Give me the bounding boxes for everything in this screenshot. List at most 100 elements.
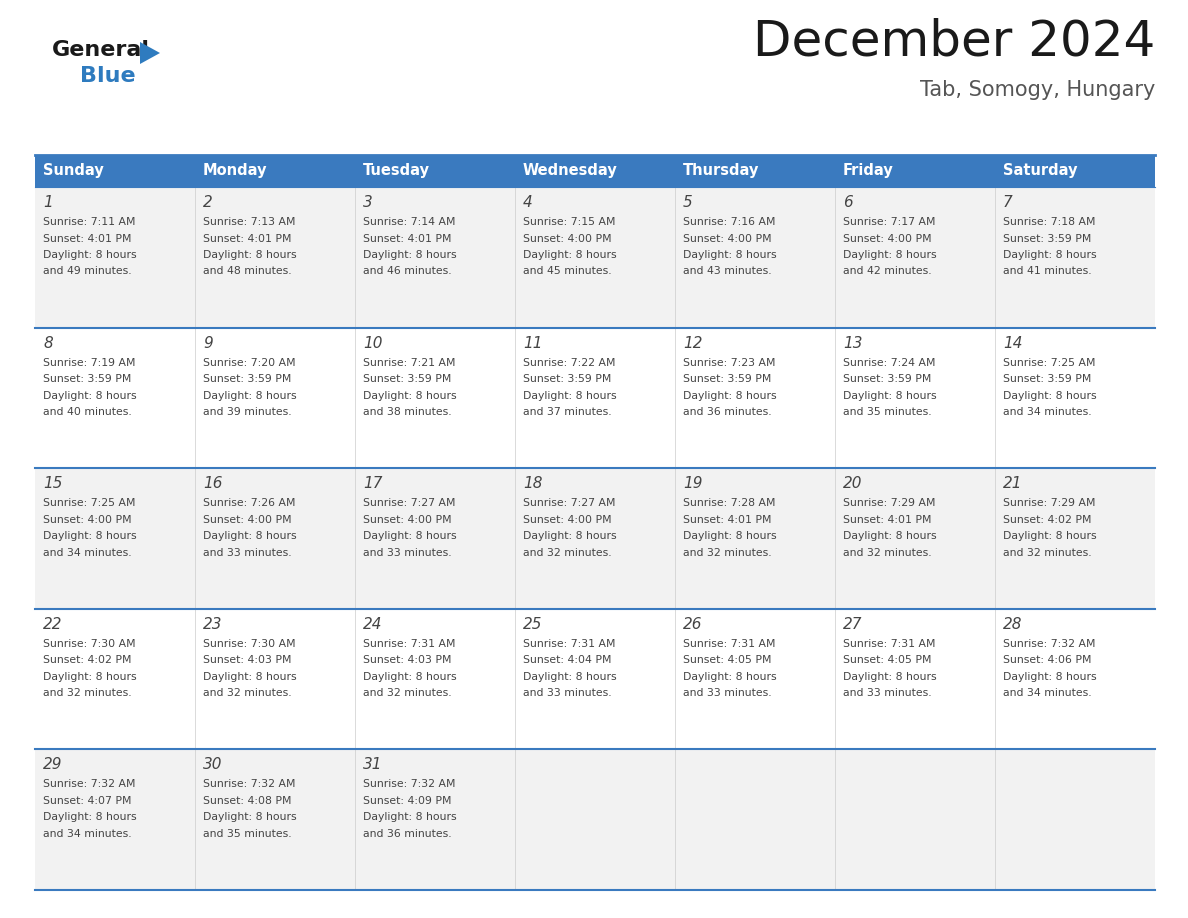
Text: Daylight: 8 hours: Daylight: 8 hours (364, 672, 456, 682)
Text: General: General (52, 40, 150, 60)
Text: and 33 minutes.: and 33 minutes. (683, 688, 772, 699)
Text: Sunrise: 7:16 AM: Sunrise: 7:16 AM (683, 217, 776, 227)
Text: Daylight: 8 hours: Daylight: 8 hours (43, 532, 137, 542)
Text: 14: 14 (1003, 336, 1023, 351)
Text: and 33 minutes.: and 33 minutes. (843, 688, 931, 699)
Text: Daylight: 8 hours: Daylight: 8 hours (523, 532, 617, 542)
Text: Sunset: 4:01 PM: Sunset: 4:01 PM (843, 515, 931, 525)
Text: and 33 minutes.: and 33 minutes. (364, 548, 451, 558)
Text: Daylight: 8 hours: Daylight: 8 hours (364, 250, 456, 260)
Text: Daylight: 8 hours: Daylight: 8 hours (43, 812, 137, 823)
Text: 23: 23 (203, 617, 222, 632)
Text: Monday: Monday (203, 163, 267, 178)
Text: Sunrise: 7:21 AM: Sunrise: 7:21 AM (364, 358, 455, 367)
Text: Sunset: 4:01 PM: Sunset: 4:01 PM (43, 233, 132, 243)
Text: 18: 18 (523, 476, 543, 491)
Text: and 49 minutes.: and 49 minutes. (43, 266, 132, 276)
Text: Sunrise: 7:31 AM: Sunrise: 7:31 AM (364, 639, 455, 649)
Text: Daylight: 8 hours: Daylight: 8 hours (364, 532, 456, 542)
Text: Daylight: 8 hours: Daylight: 8 hours (683, 672, 777, 682)
Text: Sunrise: 7:32 AM: Sunrise: 7:32 AM (364, 779, 455, 789)
Text: Sunset: 4:00 PM: Sunset: 4:00 PM (523, 515, 612, 525)
Text: 15: 15 (43, 476, 63, 491)
Text: Sunrise: 7:15 AM: Sunrise: 7:15 AM (523, 217, 615, 227)
Text: Sunset: 4:01 PM: Sunset: 4:01 PM (364, 233, 451, 243)
Text: Sunrise: 7:31 AM: Sunrise: 7:31 AM (523, 639, 615, 649)
Text: Daylight: 8 hours: Daylight: 8 hours (1003, 390, 1097, 400)
Text: Daylight: 8 hours: Daylight: 8 hours (523, 250, 617, 260)
Text: 7: 7 (1003, 195, 1012, 210)
Text: Sunrise: 7:28 AM: Sunrise: 7:28 AM (683, 498, 776, 509)
Text: 16: 16 (203, 476, 222, 491)
Bar (34, 187, 1155, 328)
Bar (34, 155, 1155, 187)
Text: 31: 31 (364, 757, 383, 772)
Text: 5: 5 (683, 195, 693, 210)
Text: 28: 28 (1003, 617, 1023, 632)
Text: and 34 minutes.: and 34 minutes. (43, 829, 132, 839)
Text: Friday: Friday (843, 163, 893, 178)
Text: Daylight: 8 hours: Daylight: 8 hours (364, 812, 456, 823)
Text: Sunset: 4:00 PM: Sunset: 4:00 PM (523, 233, 612, 243)
Text: and 35 minutes.: and 35 minutes. (203, 829, 291, 839)
Text: Tab, Somogy, Hungary: Tab, Somogy, Hungary (920, 80, 1155, 100)
Text: 10: 10 (364, 336, 383, 351)
Text: Daylight: 8 hours: Daylight: 8 hours (683, 390, 777, 400)
Text: Daylight: 8 hours: Daylight: 8 hours (203, 390, 297, 400)
Text: Sunrise: 7:11 AM: Sunrise: 7:11 AM (43, 217, 135, 227)
Text: and 45 minutes.: and 45 minutes. (523, 266, 612, 276)
Text: Sunset: 4:01 PM: Sunset: 4:01 PM (683, 515, 771, 525)
Text: and 32 minutes.: and 32 minutes. (203, 688, 291, 699)
Text: 25: 25 (523, 617, 543, 632)
Bar (34, 609, 1155, 749)
Text: Sunrise: 7:32 AM: Sunrise: 7:32 AM (203, 779, 296, 789)
Text: Saturday: Saturday (1003, 163, 1078, 178)
Text: Sunset: 4:02 PM: Sunset: 4:02 PM (43, 655, 132, 666)
Text: Daylight: 8 hours: Daylight: 8 hours (683, 532, 777, 542)
Text: Sunset: 3:59 PM: Sunset: 3:59 PM (843, 375, 931, 384)
Text: and 34 minutes.: and 34 minutes. (43, 548, 132, 558)
Text: Sunset: 3:59 PM: Sunset: 3:59 PM (364, 375, 451, 384)
Text: and 43 minutes.: and 43 minutes. (683, 266, 772, 276)
Text: and 40 minutes.: and 40 minutes. (43, 407, 132, 417)
Text: Daylight: 8 hours: Daylight: 8 hours (683, 250, 777, 260)
Text: Sunset: 3:59 PM: Sunset: 3:59 PM (43, 375, 132, 384)
Text: Daylight: 8 hours: Daylight: 8 hours (203, 532, 297, 542)
Text: Sunrise: 7:13 AM: Sunrise: 7:13 AM (203, 217, 296, 227)
Text: Sunset: 4:00 PM: Sunset: 4:00 PM (364, 515, 451, 525)
Text: Daylight: 8 hours: Daylight: 8 hours (203, 250, 297, 260)
Text: and 48 minutes.: and 48 minutes. (203, 266, 291, 276)
Text: and 32 minutes.: and 32 minutes. (43, 688, 132, 699)
Text: Sunrise: 7:31 AM: Sunrise: 7:31 AM (683, 639, 776, 649)
Text: Sunset: 4:05 PM: Sunset: 4:05 PM (843, 655, 931, 666)
Text: Sunrise: 7:25 AM: Sunrise: 7:25 AM (1003, 358, 1095, 367)
Text: Daylight: 8 hours: Daylight: 8 hours (843, 672, 936, 682)
Text: Blue: Blue (80, 66, 135, 86)
Text: Daylight: 8 hours: Daylight: 8 hours (1003, 532, 1097, 542)
Text: Daylight: 8 hours: Daylight: 8 hours (843, 532, 936, 542)
Text: 12: 12 (683, 336, 702, 351)
Text: Daylight: 8 hours: Daylight: 8 hours (364, 390, 456, 400)
Text: and 34 minutes.: and 34 minutes. (1003, 688, 1092, 699)
Text: Thursday: Thursday (683, 163, 759, 178)
Text: 11: 11 (523, 336, 543, 351)
Text: and 36 minutes.: and 36 minutes. (364, 829, 451, 839)
Text: Sunrise: 7:19 AM: Sunrise: 7:19 AM (43, 358, 135, 367)
Text: Daylight: 8 hours: Daylight: 8 hours (203, 672, 297, 682)
Text: 21: 21 (1003, 476, 1023, 491)
Text: and 32 minutes.: and 32 minutes. (1003, 548, 1092, 558)
Text: Sunrise: 7:27 AM: Sunrise: 7:27 AM (364, 498, 455, 509)
Text: Daylight: 8 hours: Daylight: 8 hours (523, 672, 617, 682)
Text: and 36 minutes.: and 36 minutes. (683, 407, 772, 417)
Bar (34, 468, 1155, 609)
Text: Daylight: 8 hours: Daylight: 8 hours (843, 390, 936, 400)
Text: Sunset: 4:03 PM: Sunset: 4:03 PM (203, 655, 291, 666)
Text: Sunrise: 7:17 AM: Sunrise: 7:17 AM (843, 217, 935, 227)
Bar (34, 749, 1155, 890)
Text: and 37 minutes.: and 37 minutes. (523, 407, 612, 417)
Text: Sunrise: 7:20 AM: Sunrise: 7:20 AM (203, 358, 296, 367)
Text: Daylight: 8 hours: Daylight: 8 hours (843, 250, 936, 260)
Text: Daylight: 8 hours: Daylight: 8 hours (1003, 672, 1097, 682)
Polygon shape (140, 42, 160, 64)
Text: Sunset: 4:00 PM: Sunset: 4:00 PM (683, 233, 772, 243)
